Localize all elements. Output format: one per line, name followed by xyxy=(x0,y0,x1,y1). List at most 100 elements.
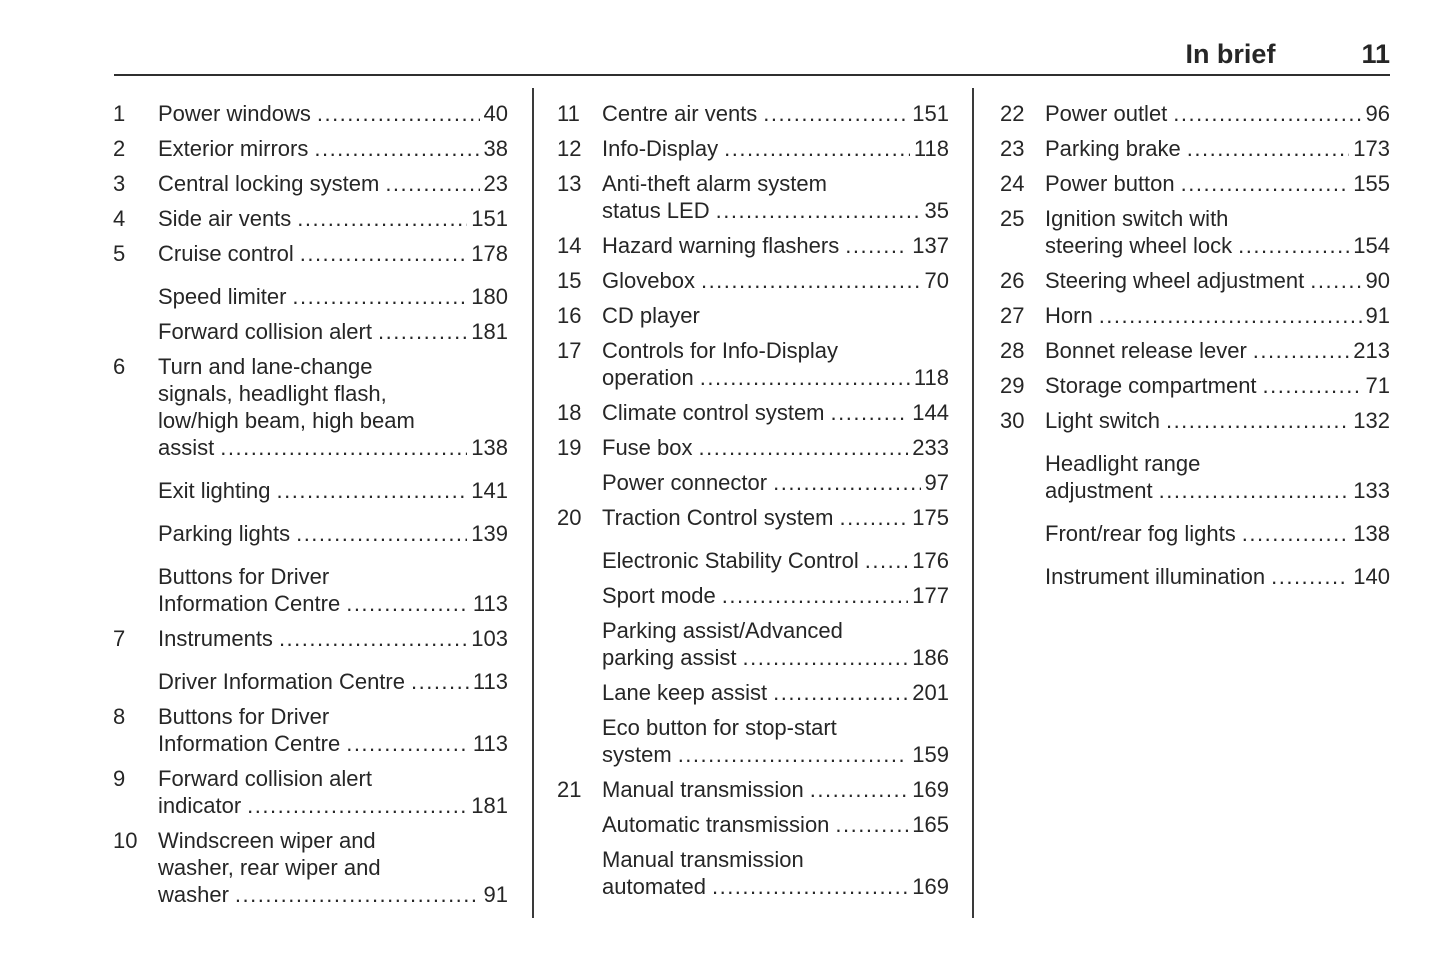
entry-body: Power outlet 96 xyxy=(1045,100,1390,127)
entry-number: 3 xyxy=(113,171,126,196)
dot-leader xyxy=(1159,477,1350,504)
entry-page: 165 xyxy=(912,812,949,837)
entry-page: 139 xyxy=(471,521,508,546)
header-rule xyxy=(114,74,1390,76)
dot-leader xyxy=(277,477,468,504)
entry-text: Forward collision alert xyxy=(158,319,372,344)
entry-page: 96 xyxy=(1365,101,1390,126)
entry-page: 90 xyxy=(1365,268,1390,293)
entry-text: Parking lights xyxy=(158,521,291,546)
entry-body: Speed limiter 180 xyxy=(158,283,508,310)
entry-text-line: Speed limiter 180 xyxy=(158,283,508,310)
entry-body: Parking lights 139 xyxy=(158,520,508,547)
entry-body: Windscreen wiper and washer, rear wiper a… xyxy=(158,827,508,908)
entry-page: 118 xyxy=(913,136,949,161)
entry-page: 180 xyxy=(471,284,508,309)
entry-text-line: CD player xyxy=(602,303,700,328)
entry-body: Fuse box 233 xyxy=(602,434,949,461)
entry-text-line: Eco button for stop-start xyxy=(602,715,837,740)
entry-page: 118 xyxy=(913,365,949,390)
entry-number: 28 xyxy=(1000,338,1025,363)
entry-text: Side air vents xyxy=(158,206,292,231)
entry-number xyxy=(113,563,158,617)
entry-text-line: Forward collision alert xyxy=(158,766,372,791)
entry-page: 38 xyxy=(483,136,508,161)
entry-text-line: Cruise control 178 xyxy=(158,240,508,267)
entry-text-line: Fuse box 233 xyxy=(602,434,949,461)
entry-number xyxy=(557,846,602,900)
entry-text: Instrument illumination xyxy=(1045,564,1266,589)
entry-number xyxy=(113,477,158,504)
entry-body: Info-Display 118 xyxy=(602,135,949,162)
toc-entry: 21 Manual transmission 169 xyxy=(557,776,949,803)
toc-column-3: 22 Power outlet 96 23 Parking brake 173 24 Powe… xyxy=(1000,100,1390,590)
entry-text-line: Light switch 132 xyxy=(1045,407,1390,434)
entry-text-line: Lane keep assist 201 xyxy=(602,679,949,706)
entry-page: 144 xyxy=(912,400,949,425)
toc-entry: 24 Power button 155 xyxy=(1000,170,1390,197)
toc-entry: Exit lighting 141 xyxy=(113,477,508,504)
entry-number xyxy=(113,520,158,547)
dot-leader xyxy=(300,240,468,267)
entry-text-line: signals, headlight flash, xyxy=(158,381,387,406)
entry-body: Steering wheel adjustment 90 xyxy=(1045,267,1390,294)
dot-leader xyxy=(1253,337,1349,364)
entry-page: 181 xyxy=(471,793,508,818)
dot-leader xyxy=(1166,407,1349,434)
entry-body: Storage compartment 71 xyxy=(1045,372,1390,399)
toc-entry: 12 Info-Display 118 xyxy=(557,135,949,162)
entry-text: Information Centre xyxy=(158,591,341,616)
entry-number xyxy=(113,318,158,345)
entry-page: 91 xyxy=(483,882,508,907)
entry-text: system xyxy=(602,742,672,767)
toc-entry: 4 Side air vents 151 xyxy=(113,205,508,232)
dot-leader xyxy=(220,434,467,461)
entry-body: CD player xyxy=(602,302,949,329)
entry-page: 177 xyxy=(912,583,949,608)
toc-column-2: 11 Centre air vents 151 12 Info-Display 118 13… xyxy=(557,100,949,900)
entry-number xyxy=(1000,520,1045,547)
entry-body: Manual transmission 169 xyxy=(602,776,949,803)
dot-leader xyxy=(699,434,909,461)
entry-text: Central locking system xyxy=(158,171,380,196)
dot-leader xyxy=(247,792,467,819)
entry-body: Horn 91 xyxy=(1045,302,1390,329)
dot-leader xyxy=(678,741,909,768)
entry-text: Fuse box xyxy=(602,435,693,460)
entry-body: Instruments 103 xyxy=(158,625,508,652)
entry-text: Hazard warning flashers xyxy=(602,233,840,258)
entry-page: 71 xyxy=(1365,373,1390,398)
entry-text: Power connector xyxy=(602,470,768,495)
entry-number xyxy=(557,547,602,574)
dot-leader xyxy=(835,811,908,838)
page-number: 11 xyxy=(1361,39,1390,69)
dot-leader xyxy=(378,318,467,345)
entry-body: Exterior mirrors 38 xyxy=(158,135,508,162)
entry-text-line: Instruments 103 xyxy=(158,625,508,652)
toc-entry: 7 Instruments 103 xyxy=(113,625,508,652)
entry-page: 159 xyxy=(912,742,949,767)
dot-leader xyxy=(1271,563,1349,590)
dot-leader xyxy=(346,590,469,617)
entry-body: Centre air vents 151 xyxy=(602,100,949,127)
entry-text-line: Hazard warning flashers 137 xyxy=(602,232,949,259)
entry-text: Light switch xyxy=(1045,408,1160,433)
entry-page: 113 xyxy=(472,731,508,756)
entry-text-line: Turn and lane-change xyxy=(158,354,373,379)
toc-entry: 1 Power windows 40 xyxy=(113,100,508,127)
entry-page: 151 xyxy=(471,206,508,231)
entry-page: 169 xyxy=(912,777,949,802)
entry-text: adjustment xyxy=(1045,478,1153,503)
entry-page: 151 xyxy=(912,101,949,126)
entry-text: indicator xyxy=(158,793,242,818)
entry-page: 137 xyxy=(912,233,949,258)
entry-text: Power windows xyxy=(158,101,311,126)
toc-entry: 2 Exterior mirrors 38 xyxy=(113,135,508,162)
toc-entry: 25 Ignition switch with steering wheel loc… xyxy=(1000,205,1390,259)
entry-number: 2 xyxy=(113,136,126,161)
entry-body: Power button 155 xyxy=(1045,170,1390,197)
entry-text-line: Central locking system 23 xyxy=(158,170,508,197)
